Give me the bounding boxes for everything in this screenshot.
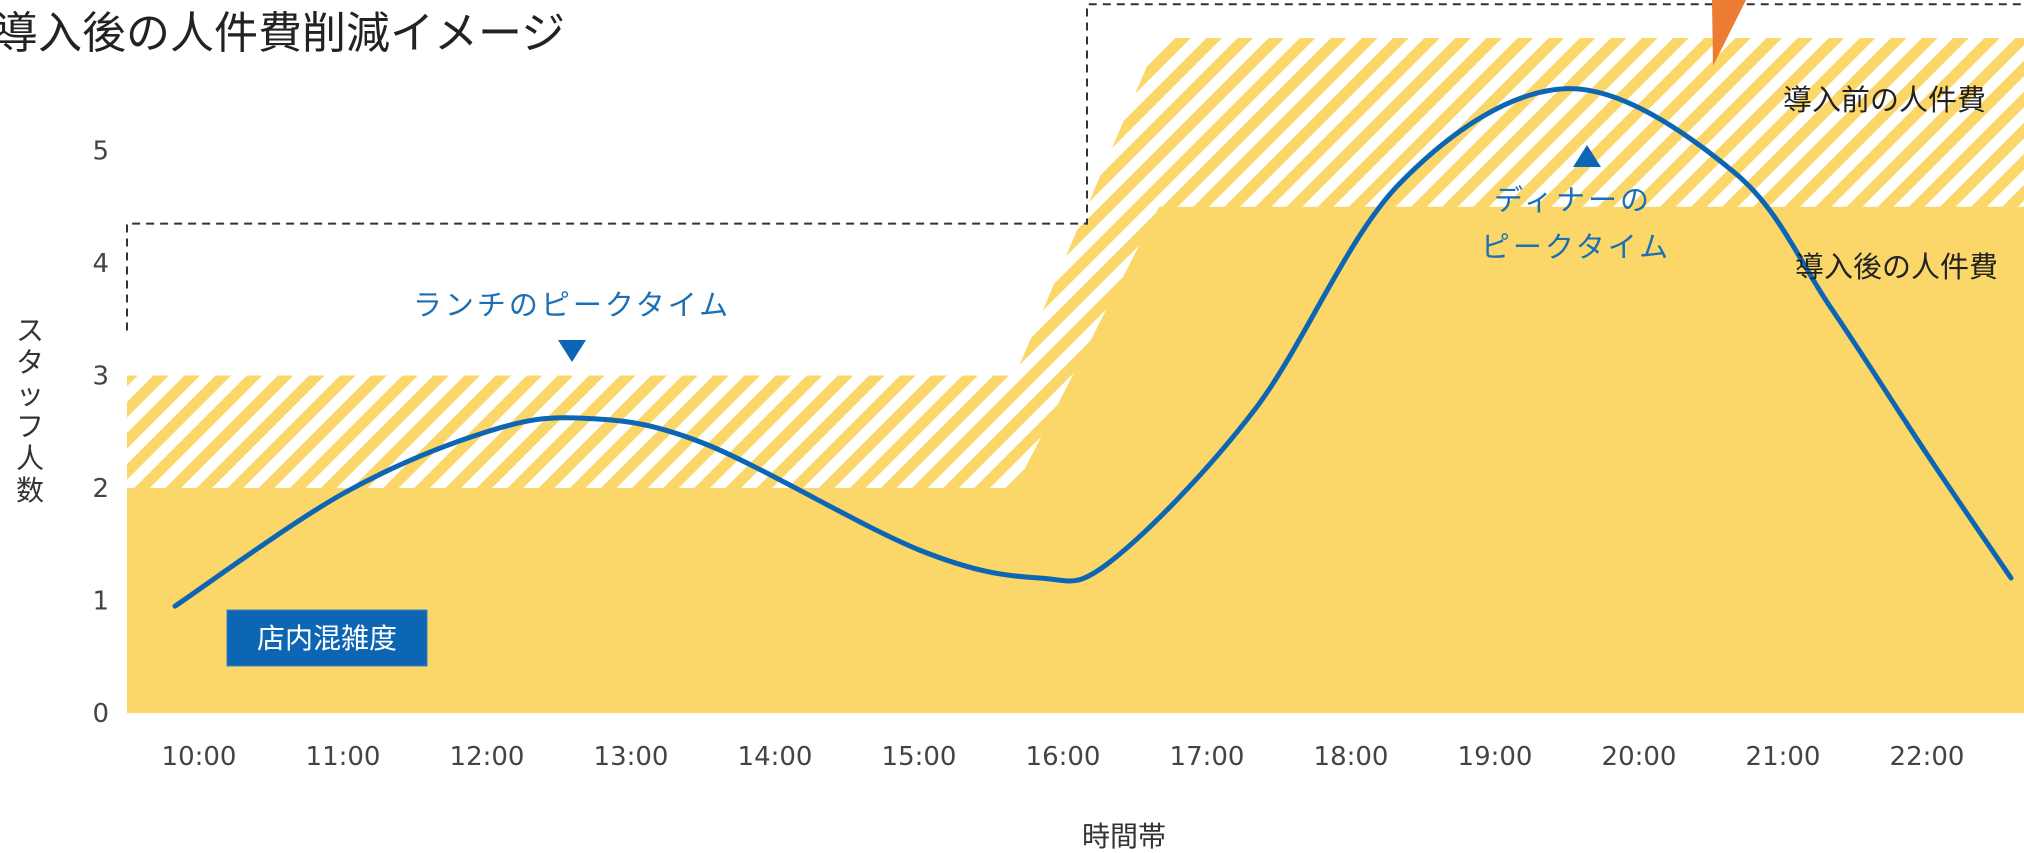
dinner-annotation-line2: ピークタイム (1481, 230, 1671, 264)
legend-label: 店内混雑度 (257, 622, 397, 655)
y-tick-label: 3 (92, 362, 109, 392)
y-axis-title-char: タ (16, 346, 44, 379)
y-axis-title-char: 数 (16, 474, 44, 507)
lunch-peak-marker (558, 340, 586, 362)
x-tick-label: 19:00 (1458, 742, 1533, 772)
x-tick-label: 11:00 (306, 742, 381, 772)
y-tick-label: 1 (92, 587, 109, 617)
before-cost-label: 導入前の人件費 (1783, 83, 1986, 117)
chart-title: 導入後の人件費削減イメージ (0, 8, 565, 59)
y-axis-title-char: ッ (16, 378, 44, 411)
x-tick-label: 13:00 (594, 742, 669, 772)
x-tick-label: 22:00 (1890, 742, 1965, 772)
y-tick-label: 5 (92, 137, 109, 167)
area-after-cost (127, 206, 2024, 713)
x-tick-label: 20:00 (1602, 742, 1677, 772)
x-tick-label: 10:00 (162, 742, 237, 772)
x-tick-label: 16:00 (1026, 742, 1101, 772)
x-tick-label: 14:00 (738, 742, 813, 772)
y-axis-title-char: フ (16, 410, 44, 443)
x-tick-label: 17:00 (1170, 742, 1245, 772)
reduction-arrow (1712, 0, 1746, 66)
y-tick-label: 4 (92, 249, 109, 279)
after-cost-label: 導入後の人件費 (1795, 250, 1998, 284)
x-tick-label: 12:00 (450, 742, 525, 772)
lunch-annotation: ランチのピークタイム (413, 288, 731, 322)
y-tick-label: 0 (92, 699, 109, 729)
legend: 店内混雑度 (226, 609, 428, 667)
dinner-annotation-line1: ディナーの (1494, 183, 1652, 217)
x-tick-label: 15:00 (882, 742, 957, 772)
y-tick-label: 2 (92, 474, 109, 504)
dinner-peak-marker (1573, 145, 1601, 167)
x-tick-label: 18:00 (1314, 742, 1389, 772)
y-axis-title-char: 人 (16, 442, 44, 475)
x-tick-label: 21:00 (1746, 742, 1821, 772)
y-axis-title-char: ス (16, 314, 44, 347)
x-axis-title: 時間帯 (1082, 820, 1166, 853)
congestion-line (172, 86, 2014, 609)
dashed-outline (126, 3, 2024, 331)
legend-box (226, 609, 428, 667)
